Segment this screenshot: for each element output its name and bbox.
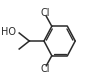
- Text: HO: HO: [1, 27, 16, 37]
- Text: Cl: Cl: [41, 8, 50, 18]
- Text: Cl: Cl: [41, 64, 50, 74]
